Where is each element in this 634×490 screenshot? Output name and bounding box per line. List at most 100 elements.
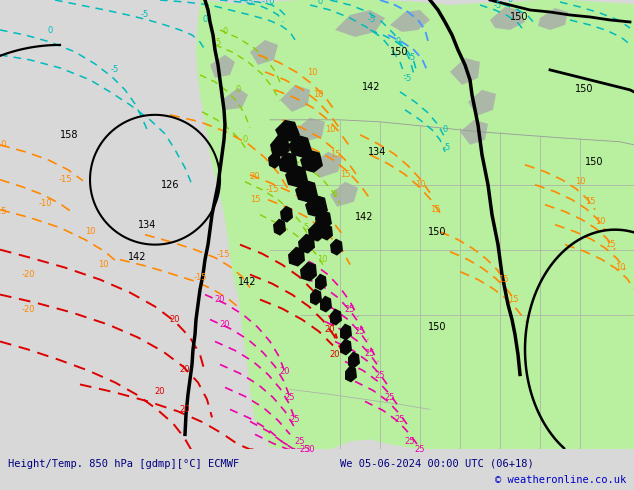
Polygon shape [298, 234, 315, 254]
Text: 20: 20 [215, 295, 225, 304]
Polygon shape [468, 90, 496, 116]
Text: 0: 0 [318, 0, 323, 6]
Text: 5: 5 [304, 223, 309, 232]
Text: 20: 20 [280, 367, 290, 376]
Text: -15: -15 [193, 273, 207, 282]
Polygon shape [210, 55, 235, 78]
Polygon shape [295, 180, 318, 203]
Polygon shape [490, 7, 525, 30]
Text: 20: 20 [170, 315, 180, 324]
Text: 158: 158 [60, 130, 79, 140]
Text: 20: 20 [250, 172, 260, 181]
Text: -5: -5 [368, 16, 376, 24]
Text: -5: -5 [246, 0, 254, 7]
Text: 15: 15 [430, 205, 440, 214]
Text: 134: 134 [368, 147, 386, 157]
Polygon shape [278, 152, 298, 174]
Text: 0: 0 [223, 27, 228, 36]
Text: 126: 126 [161, 180, 179, 190]
Text: 15: 15 [250, 195, 260, 204]
Polygon shape [330, 239, 343, 256]
Polygon shape [300, 150, 323, 173]
Polygon shape [330, 182, 358, 207]
Text: 25: 25 [404, 437, 415, 446]
Text: 15: 15 [585, 197, 595, 206]
Polygon shape [196, 0, 634, 449]
Text: 10: 10 [317, 255, 327, 264]
Text: 25: 25 [345, 305, 355, 314]
Text: 150: 150 [390, 47, 408, 57]
Polygon shape [390, 10, 430, 32]
Text: 10: 10 [313, 90, 323, 99]
Text: 150: 150 [428, 227, 446, 237]
Polygon shape [340, 339, 352, 355]
Text: 15: 15 [498, 275, 508, 284]
Text: 10: 10 [307, 69, 317, 77]
Text: 30: 30 [305, 445, 315, 454]
Text: Height/Temp. 850 hPa [gdmp][°C] ECMWF: Height/Temp. 850 hPa [gdmp][°C] ECMWF [8, 459, 239, 468]
Text: -5: -5 [111, 65, 119, 74]
Text: 0: 0 [507, 0, 513, 4]
Text: 0: 0 [443, 125, 448, 134]
Polygon shape [320, 295, 332, 313]
Text: 0: 0 [396, 37, 401, 47]
Text: -15: -15 [58, 175, 72, 184]
Text: 15: 15 [330, 150, 340, 159]
Text: -20: -20 [22, 305, 35, 314]
Polygon shape [460, 120, 488, 145]
Text: -5: -5 [408, 53, 416, 62]
Text: 142: 142 [355, 212, 373, 221]
Text: 10: 10 [98, 260, 108, 269]
Polygon shape [315, 210, 332, 230]
Text: 10: 10 [615, 263, 625, 272]
Polygon shape [330, 309, 342, 325]
Polygon shape [345, 366, 357, 382]
Text: 25: 25 [415, 445, 425, 454]
Text: -5: -5 [404, 74, 412, 83]
Text: 25: 25 [365, 349, 375, 358]
Polygon shape [450, 58, 480, 85]
Text: 142: 142 [128, 251, 146, 262]
Text: 15: 15 [605, 240, 615, 249]
Text: -5: -5 [443, 143, 451, 152]
Text: 15: 15 [508, 295, 518, 304]
Polygon shape [270, 135, 290, 157]
Text: 10: 10 [595, 217, 605, 226]
Polygon shape [308, 221, 325, 242]
Polygon shape [288, 246, 305, 267]
Polygon shape [538, 8, 568, 30]
Text: 0: 0 [202, 16, 207, 24]
Text: 150: 150 [428, 321, 446, 332]
Text: 15: 15 [340, 170, 350, 179]
Text: 5: 5 [332, 190, 338, 199]
Text: © weatheronline.co.uk: © weatheronline.co.uk [495, 475, 626, 485]
Text: -5: -5 [494, 1, 502, 10]
Text: 25: 25 [395, 415, 405, 424]
Text: 134: 134 [138, 220, 157, 230]
Text: 10: 10 [415, 180, 425, 189]
Text: -15: -15 [265, 185, 279, 194]
Polygon shape [300, 262, 317, 282]
Text: -5: -5 [331, 0, 339, 4]
Polygon shape [273, 219, 286, 236]
Text: 142: 142 [362, 82, 380, 92]
Text: 20: 20 [330, 350, 340, 359]
Text: 150: 150 [575, 84, 593, 94]
Text: -10: -10 [38, 199, 52, 208]
Polygon shape [295, 118, 325, 142]
Text: 150: 150 [510, 12, 529, 22]
Polygon shape [268, 152, 281, 169]
Text: 25: 25 [290, 415, 301, 424]
Polygon shape [288, 135, 312, 158]
Polygon shape [310, 152, 342, 178]
Text: 20: 20 [220, 320, 230, 329]
Text: 25: 25 [295, 437, 305, 446]
Text: 5: 5 [216, 38, 221, 48]
Text: 20: 20 [180, 405, 190, 414]
Text: 20: 20 [180, 365, 190, 374]
Text: 0: 0 [235, 85, 241, 95]
Polygon shape [305, 195, 328, 218]
Polygon shape [285, 165, 308, 188]
Text: -15: -15 [0, 207, 7, 216]
Text: -20: -20 [22, 270, 35, 279]
